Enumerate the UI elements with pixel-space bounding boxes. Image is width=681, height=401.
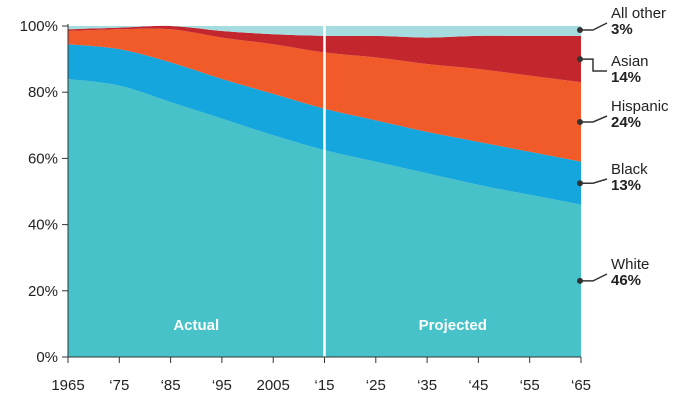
x-tick-label: ‘95 (212, 377, 232, 394)
series-name-white: White (611, 256, 649, 273)
label-leader-white (580, 273, 608, 282)
label-leader-all-other (580, 22, 608, 31)
y-tick-label: 20% (28, 283, 58, 300)
y-tick-label: 100% (20, 18, 58, 35)
series-name-black: Black (611, 161, 648, 178)
series-value-hispanic: 24% (611, 114, 641, 131)
y-tick-label: 40% (28, 217, 58, 234)
y-tick-label: 60% (28, 150, 58, 167)
x-tick-label: ‘35 (417, 377, 437, 394)
label-leader-asian (580, 58, 607, 72)
x-tick-label: ‘85 (161, 377, 181, 394)
actual-region-label: Actual (173, 317, 219, 334)
x-tick-label: 1965 (51, 377, 84, 394)
label-dot-all-other (577, 27, 583, 33)
x-tick-label: ‘65 (571, 377, 591, 394)
series-value-black: 13% (611, 177, 641, 194)
series-value-white: 46% (611, 272, 641, 289)
axes: 0% 20% 40% 60% 80% 100% 1965 ‘75 ‘85 ‘95 2005 ‘15 ‘2… (20, 18, 591, 394)
series-name-all-other: All other (611, 5, 666, 22)
x-tick-label: ‘75 (109, 377, 129, 394)
label-leader-hispanic (580, 115, 608, 123)
area-asian (68, 25, 581, 83)
y-tick-label: 80% (28, 84, 58, 101)
label-leader-black (580, 178, 608, 184)
x-tick-label: ‘25 (366, 377, 386, 394)
label-dot-asian (577, 56, 583, 63)
label-dot-white (577, 277, 583, 284)
label-dot-hispanic (577, 119, 583, 125)
x-tick-label: ‘15 (314, 377, 334, 394)
series-value-all-other: 3% (611, 21, 633, 38)
series-name-asian: Asian (611, 53, 649, 70)
label-dot-black (577, 180, 583, 187)
x-tick-label: ‘55 (520, 377, 540, 394)
series-value-asian: 14% (611, 69, 641, 86)
y-tick-label: 0% (36, 349, 58, 366)
x-tick-label: 2005 (257, 377, 290, 394)
x-tick-label: ‘45 (468, 377, 488, 394)
projected-region-label: Projected (419, 317, 487, 334)
series-name-hispanic: Hispanic (611, 98, 669, 115)
